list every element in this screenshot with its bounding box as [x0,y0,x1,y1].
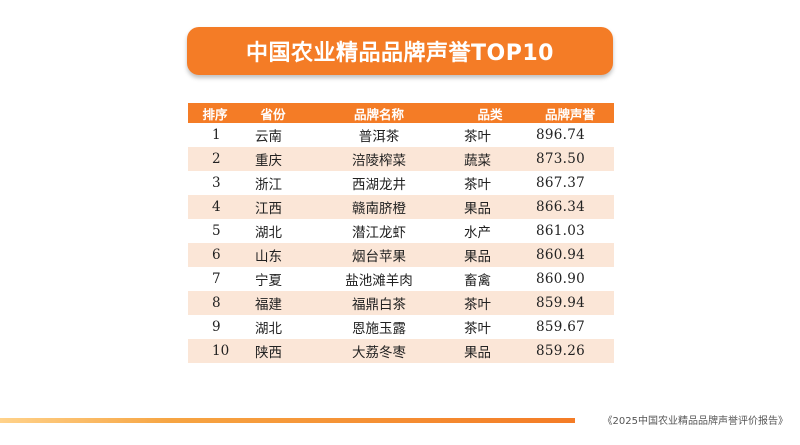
cell-score: 859.94 [526,291,614,315]
cell-brand: 赣南脐橙 [304,195,454,219]
table-row: 1 云南 普洱茶 茶叶 896.74 [188,123,614,147]
cell-province: 湖北 [242,315,304,339]
cell-province: 浙江 [242,171,304,195]
cell-brand: 大荔冬枣 [304,339,454,363]
cell-score: 859.67 [526,315,614,339]
bottom-accent-bar [0,418,575,423]
cell-province: 山东 [242,243,304,267]
cell-province: 湖北 [242,219,304,243]
cell-brand: 普洱茶 [304,123,454,147]
cell-rank: 2 [188,147,242,171]
cell-score: 873.50 [526,147,614,171]
cell-province: 江西 [242,195,304,219]
table-row: 2 重庆 涪陵榨菜 蔬菜 873.50 [188,147,614,171]
cell-rank: 8 [188,291,242,315]
cell-brand: 福鼎白茶 [304,291,454,315]
cell-score: 896.74 [526,123,614,147]
cell-province: 重庆 [242,147,304,171]
table-row: 6 山东 烟台苹果 果品 860.94 [188,243,614,267]
cell-rank: 4 [188,195,242,219]
cell-rank: 9 [188,315,242,339]
cell-brand: 盐池滩羊肉 [304,267,454,291]
cell-province: 福建 [242,291,304,315]
cell-brand: 西湖龙井 [304,171,454,195]
cell-brand: 潜江龙虾 [304,219,454,243]
cell-rank: 7 [188,267,242,291]
cell-category: 果品 [454,195,526,219]
cell-rank: 1 [188,123,242,147]
table-row: 9 湖北 恩施玉露 茶叶 859.67 [188,315,614,339]
cell-brand: 涪陵榨菜 [304,147,454,171]
table-row: 5 湖北 潜江龙虾 水产 861.03 [188,219,614,243]
cell-category: 茶叶 [454,123,526,147]
header-province: 省份 [242,103,304,123]
table-row: 3 浙江 西湖龙井 茶叶 867.37 [188,171,614,195]
cell-category: 果品 [454,243,526,267]
cell-rank: 10 [188,339,242,363]
cell-category: 茶叶 [454,171,526,195]
header-rank: 排序 [188,103,242,123]
source-note: 《2025中国农业精品品牌声誉评价报告》 [602,416,788,427]
cell-brand: 恩施玉露 [304,315,454,339]
cell-province: 陕西 [242,339,304,363]
cell-score: 860.90 [526,267,614,291]
cell-province: 宁夏 [242,267,304,291]
cell-brand: 烟台苹果 [304,243,454,267]
cell-category: 水产 [454,219,526,243]
header-score: 品牌声誉 [526,103,614,123]
header-category: 品类 [454,103,526,123]
cell-category: 茶叶 [454,291,526,315]
cell-rank: 6 [188,243,242,267]
cell-category: 果品 [454,339,526,363]
cell-province: 云南 [242,123,304,147]
table-row: 8 福建 福鼎白茶 茶叶 859.94 [188,291,614,315]
header-brand: 品牌名称 [304,103,454,123]
cell-score: 860.94 [526,243,614,267]
table-header-row: 排序 省份 品牌名称 品类 品牌声誉 [188,103,614,123]
cell-score: 866.34 [526,195,614,219]
cell-score: 859.26 [526,339,614,363]
cell-rank: 5 [188,219,242,243]
cell-score: 861.03 [526,219,614,243]
cell-rank: 3 [188,171,242,195]
table-row: 10 陕西 大荔冬枣 果品 859.26 [188,339,614,363]
cell-category: 蔬菜 [454,147,526,171]
cell-category: 茶叶 [454,315,526,339]
table-row: 4 江西 赣南脐橙 果品 866.34 [188,195,614,219]
cell-category: 畜禽 [454,267,526,291]
ranking-table: 排序 省份 品牌名称 品类 品牌声誉 1 云南 普洱茶 茶叶 896.74 2 … [188,103,614,363]
title-banner: 中国农业精品品牌声誉TOP10 [187,27,613,75]
cell-score: 867.37 [526,171,614,195]
page-title: 中国农业精品品牌声誉TOP10 [246,41,554,66]
table-row: 7 宁夏 盐池滩羊肉 畜禽 860.90 [188,267,614,291]
